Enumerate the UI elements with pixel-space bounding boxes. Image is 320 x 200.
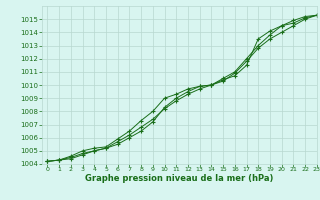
X-axis label: Graphe pression niveau de la mer (hPa): Graphe pression niveau de la mer (hPa) xyxy=(85,174,273,183)
